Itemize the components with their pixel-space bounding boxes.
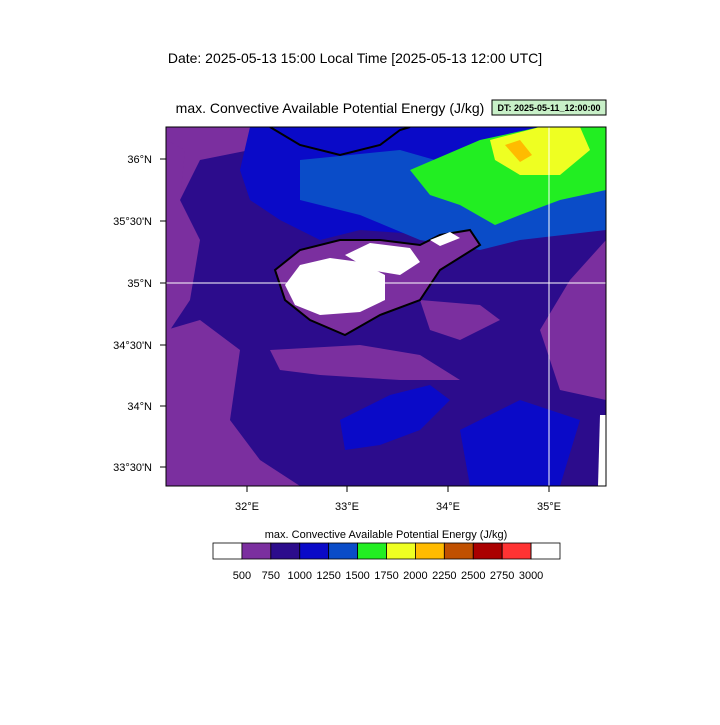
dt-label: DT: 2025-05-11_12:00:00	[497, 103, 600, 113]
colorbar-box	[212, 542, 243, 560]
colorbar-label: 2750	[490, 570, 514, 582]
lat-label: 36°N	[127, 154, 152, 166]
lon-label: 32°E	[235, 501, 259, 513]
colorbar-label: 1500	[345, 570, 369, 582]
lat-label: 34°30'N	[113, 340, 152, 352]
lat-label: 33°30'N	[113, 462, 152, 474]
colorbar-label: 1000	[288, 570, 312, 582]
lat-label: 34°N	[127, 401, 152, 413]
map-field	[166, 127, 606, 486]
colorbar-box	[328, 542, 358, 560]
lon-label: 33°E	[335, 501, 359, 513]
lon-label: 35°E	[537, 501, 561, 513]
dt-box	[491, 99, 607, 116]
date-header: Date: 2025-05-13 15:00 Local Time [2025-…	[168, 50, 542, 66]
lon-label: 34°E	[436, 501, 460, 513]
colorbar-label: 2000	[403, 570, 427, 582]
lat-label: 35°30'N	[113, 216, 152, 228]
colorbar-title: max. Convective Available Potential Ener…	[265, 529, 508, 541]
colorbar-label: 1750	[374, 570, 398, 582]
map-frame	[165, 126, 607, 487]
colorbar-box	[386, 542, 416, 560]
colorbar-box	[357, 542, 387, 560]
colorbar-box	[241, 542, 272, 560]
colorbar-box	[443, 542, 474, 560]
colorbar-label: 750	[262, 570, 280, 582]
colorbar-label: 2250	[432, 570, 456, 582]
colorbar-box	[299, 542, 330, 560]
colorbar-box	[472, 542, 503, 560]
map-title: max. Convective Available Potential Ener…	[176, 100, 485, 116]
lat-label: 35°N	[127, 278, 152, 290]
colorbar-box	[501, 542, 532, 560]
colorbar-label: 1250	[316, 570, 340, 582]
colorbar-box	[270, 542, 301, 560]
colorbar-box	[415, 542, 445, 560]
colorbar-label: 3000	[519, 570, 543, 582]
colorbar-label: 2500	[461, 570, 485, 582]
colorbar-box	[530, 542, 561, 560]
colorbar-label: 500	[233, 570, 251, 582]
